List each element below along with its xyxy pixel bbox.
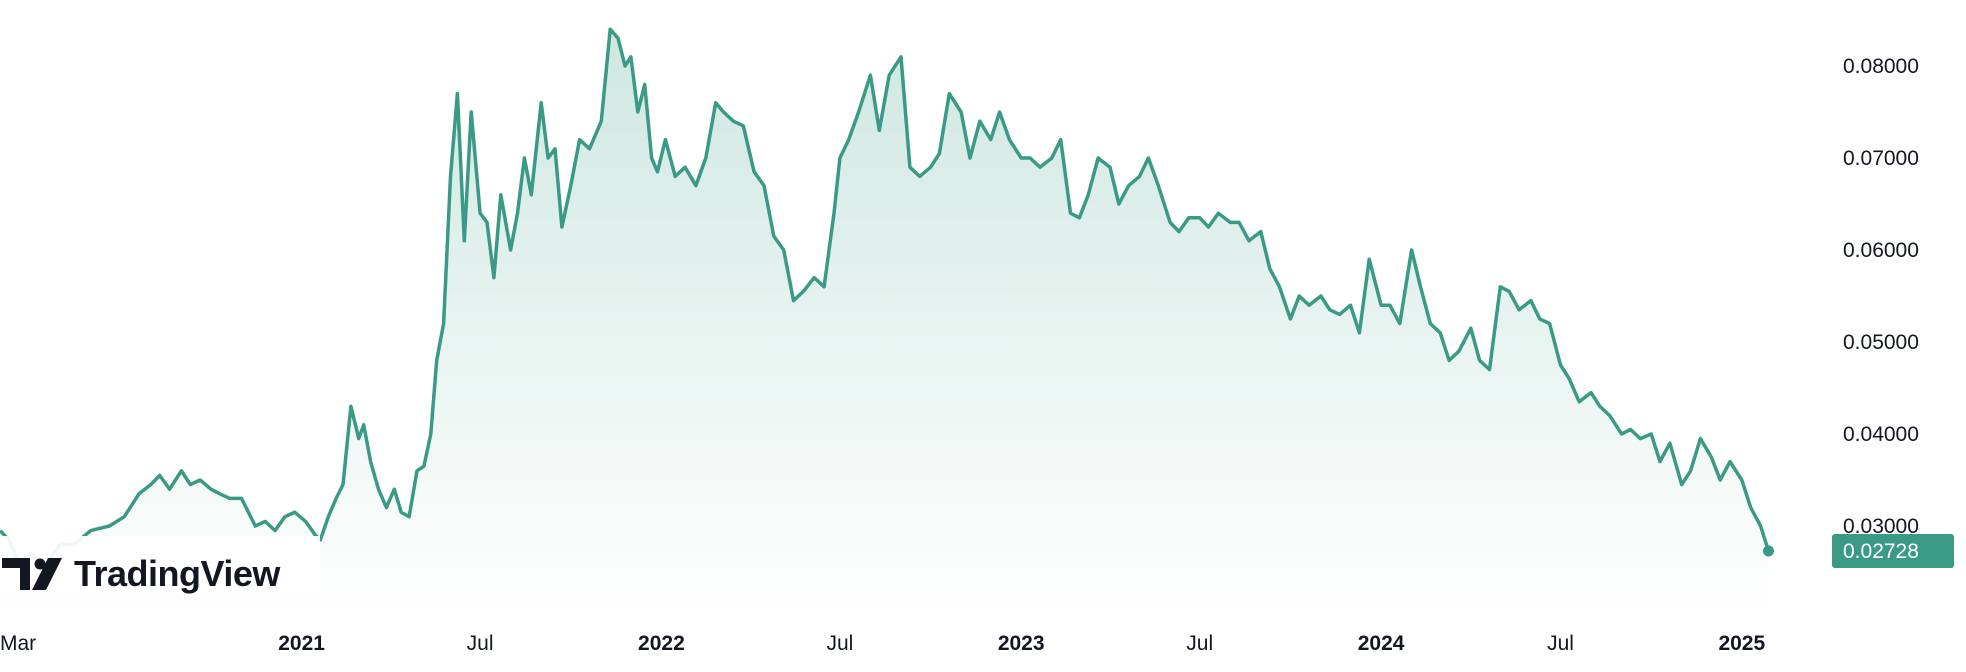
tradingview-logo[interactable]: TradingView [0,536,320,594]
last-price-label: 0.02728 [1832,534,1954,568]
x-tick-label: 2021 [278,632,325,655]
last-price-dot [1763,545,1774,557]
y-tick-label: 0.04000 [1843,423,1919,446]
x-tick-label: 2025 [1718,632,1765,655]
x-tick-label: Jul [826,632,853,655]
series-area [0,29,1769,615]
y-tick-label: 0.03000 [1843,515,1919,538]
plot-area[interactable] [0,27,1774,615]
x-tick-label: 2024 [1358,632,1405,655]
y-tick-label: 0.05000 [1843,331,1919,354]
x-tick-label: 2022 [638,632,685,655]
y-tick-label: 0.06000 [1843,239,1919,262]
last-price-label-bg [1832,534,1954,568]
x-tick-label: Jul [1186,632,1213,655]
tv-logo-icon [2,558,62,590]
y-tick-label: 0.07000 [1843,147,1919,170]
x-tick-label: Jul [1547,632,1574,655]
x-tick-label: Mar [0,632,36,655]
x-tick-label: Jul [467,632,494,655]
last-price-label-text: 0.02728 [1843,540,1919,563]
x-tick-label: 2023 [998,632,1045,655]
y-axis: 0.08000 0.07000 0.06000 0.05000 0.04000 0.030… [1843,55,1919,538]
logo-text: TradingView [74,553,281,594]
x-axis: Mar 2021 Jul 2022 Jul 2023 Jul 2024 Jul 2025 [0,632,1765,655]
series-line [0,27,1771,570]
y-tick-label: 0.08000 [1843,55,1919,78]
